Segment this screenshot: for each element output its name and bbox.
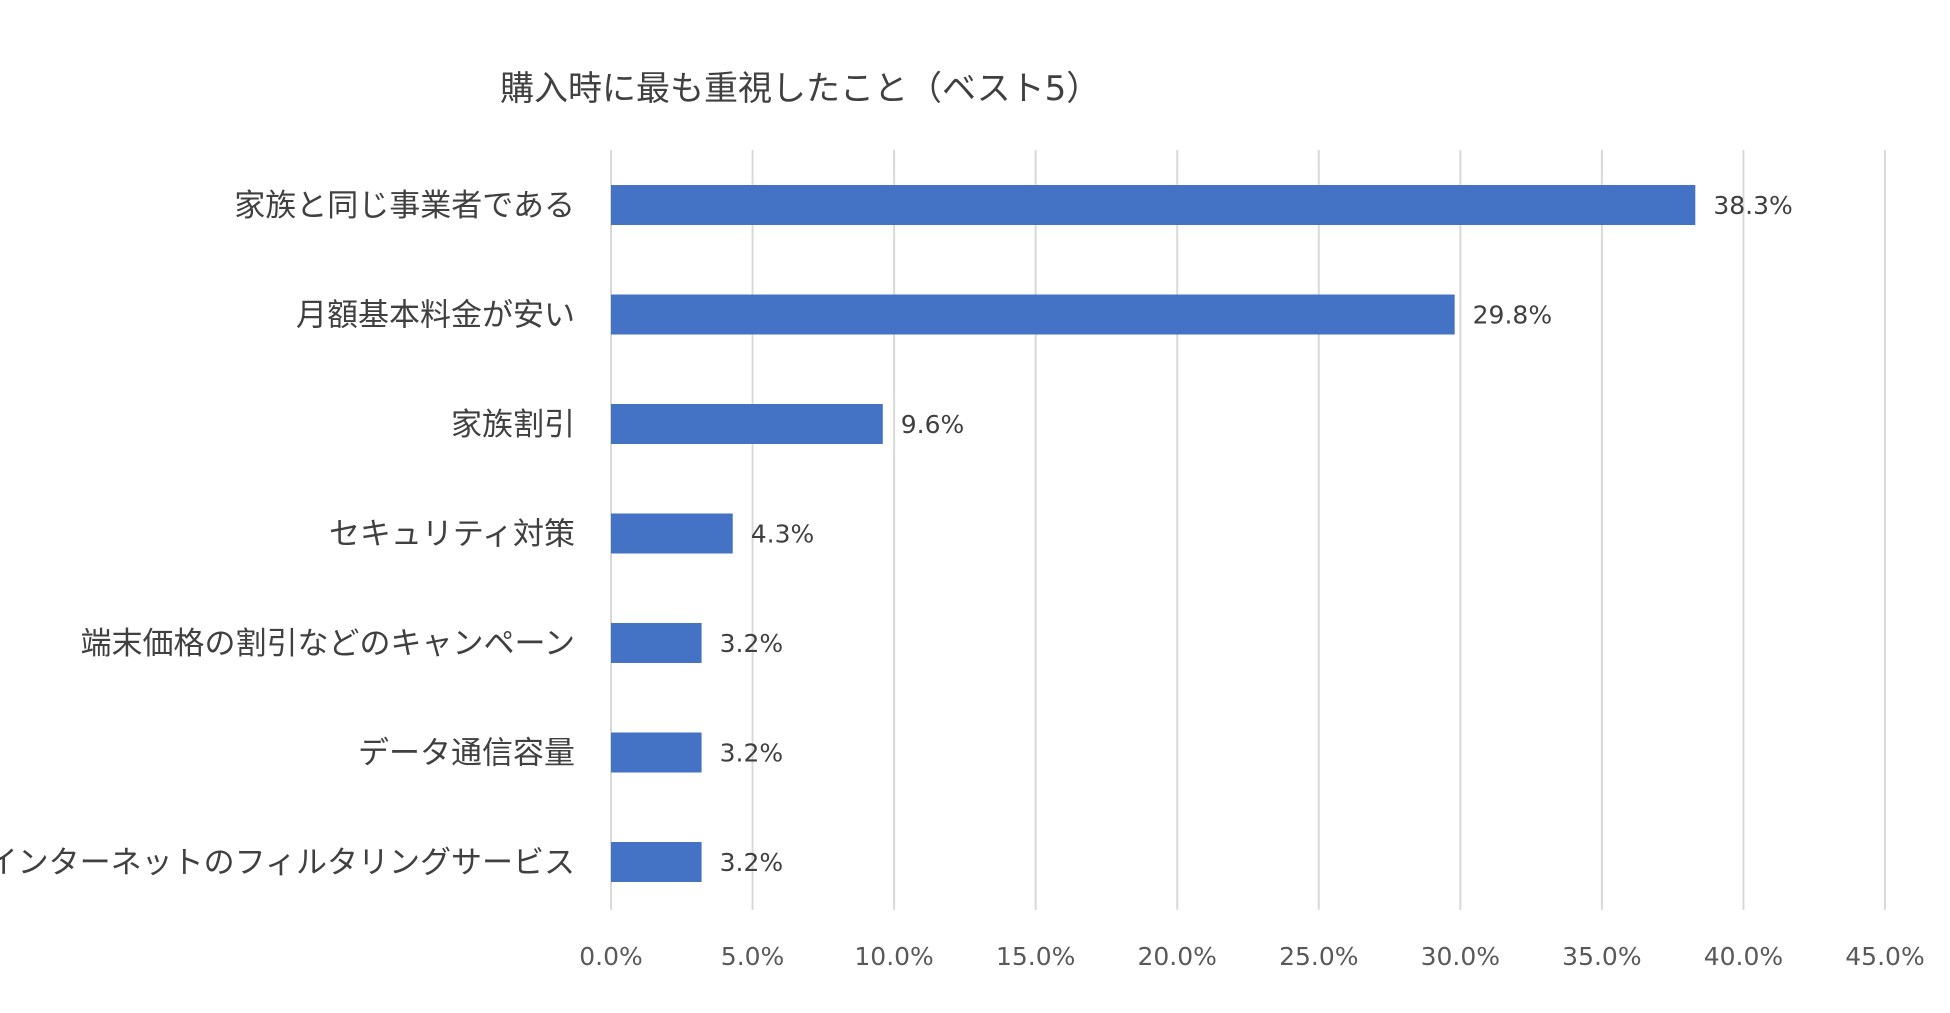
category-label: 家族割引 bbox=[451, 407, 575, 443]
bar bbox=[611, 404, 883, 444]
category-label: インターネットのフィルタリングサービス bbox=[0, 845, 575, 881]
data-labels: 38.3% 29.8% 9.6% 4.3% 3.2% 3.2% 3.2% bbox=[720, 191, 1793, 877]
x-tick-label: 15.0% bbox=[996, 942, 1075, 971]
bar bbox=[611, 513, 733, 554]
category-label: 月額基本料金が安い bbox=[296, 298, 575, 334]
category-label: 家族と同じ事業者である bbox=[234, 188, 575, 224]
gridlines bbox=[610, 150, 1886, 910]
x-tick-label: 10.0% bbox=[854, 942, 933, 971]
x-tick-label: 5.0% bbox=[721, 942, 785, 971]
bar bbox=[611, 623, 702, 663]
bar bbox=[611, 732, 702, 773]
data-label: 9.6% bbox=[901, 410, 965, 439]
chart-title: 購入時に最も重視したこと（ベスト5） bbox=[500, 69, 1100, 109]
data-label: 3.2% bbox=[720, 739, 784, 768]
data-label: 38.3% bbox=[1713, 191, 1792, 220]
data-label: 3.2% bbox=[720, 848, 784, 877]
data-label: 4.3% bbox=[751, 520, 815, 549]
data-label: 29.8% bbox=[1473, 301, 1552, 330]
x-tick-label: 35.0% bbox=[1562, 942, 1641, 971]
bar bbox=[611, 842, 702, 882]
category-label: セキュリティ対策 bbox=[329, 517, 575, 553]
bars bbox=[611, 185, 1696, 882]
x-tick-label: 0.0% bbox=[579, 942, 643, 971]
bar bbox=[611, 294, 1455, 335]
x-tick-label: 20.0% bbox=[1138, 942, 1217, 971]
data-label: 3.2% bbox=[720, 629, 784, 658]
x-tick-label: 40.0% bbox=[1704, 942, 1783, 971]
x-tick-label: 45.0% bbox=[1845, 942, 1924, 971]
x-tick-label: 25.0% bbox=[1279, 942, 1358, 971]
x-tick-label: 30.0% bbox=[1421, 942, 1500, 971]
x-axis-tick-labels: 0.0% 5.0% 10.0% 15.0% 20.0% 25.0% 30.0% 35.0% 40… bbox=[579, 942, 1924, 971]
bar bbox=[611, 185, 1696, 225]
category-label: 端末価格の割引などのキャンペーン bbox=[81, 626, 575, 662]
category-labels: 家族と同じ事業者である月額基本料金が安い家族割引セキュリティ対策端末価格の割引な… bbox=[0, 188, 575, 881]
category-label: データ通信容量 bbox=[358, 736, 575, 772]
